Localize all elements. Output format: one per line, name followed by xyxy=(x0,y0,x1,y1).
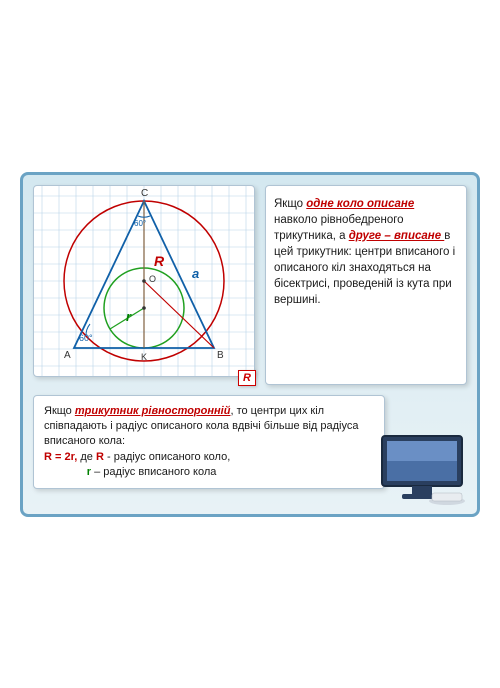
svg-text:a: a xyxy=(192,266,199,281)
svg-text:B: B xyxy=(217,350,224,361)
monitor-icon xyxy=(377,431,467,506)
svg-text:60°: 60° xyxy=(134,219,146,228)
formula: R = 2r, xyxy=(44,451,77,463)
text: де xyxy=(77,451,96,463)
svg-text:K: K xyxy=(141,352,147,362)
slide-container: C A B K O 60° 60° a R r Якщо одне коло о… xyxy=(20,172,480,517)
svg-text:O: O xyxy=(149,274,156,284)
text: Якщо xyxy=(44,405,75,417)
svg-text:C: C xyxy=(141,188,148,199)
geometry-diagram: C A B K O 60° 60° a R r xyxy=(33,185,255,377)
keyword-equilateral: трикутник рівносторонній xyxy=(75,405,231,417)
description-box-2: Якщо трикутник рівносторонній, то центри… xyxy=(33,395,385,490)
svg-text:R: R xyxy=(154,253,165,269)
svg-text:A: A xyxy=(64,350,71,361)
keyword-inscribed: друге – вписане xyxy=(349,230,445,242)
keyword-circumscribed: одне коло описане xyxy=(306,198,414,210)
diagram-svg: C A B K O 60° 60° a R r xyxy=(34,186,254,376)
description-box-1: Якщо одне коло описане навколо рівнобедр… xyxy=(265,185,467,385)
svg-text:60°: 60° xyxy=(79,333,93,343)
text: - радіус описаного коло, xyxy=(104,451,230,463)
text: Якщо xyxy=(274,198,306,210)
text: – радіус вписаного кола xyxy=(91,466,216,478)
top-row: C A B K O 60° 60° a R r Якщо одне коло о… xyxy=(33,185,467,385)
R-symbol: R xyxy=(96,451,104,463)
r-badge: R xyxy=(238,370,256,386)
